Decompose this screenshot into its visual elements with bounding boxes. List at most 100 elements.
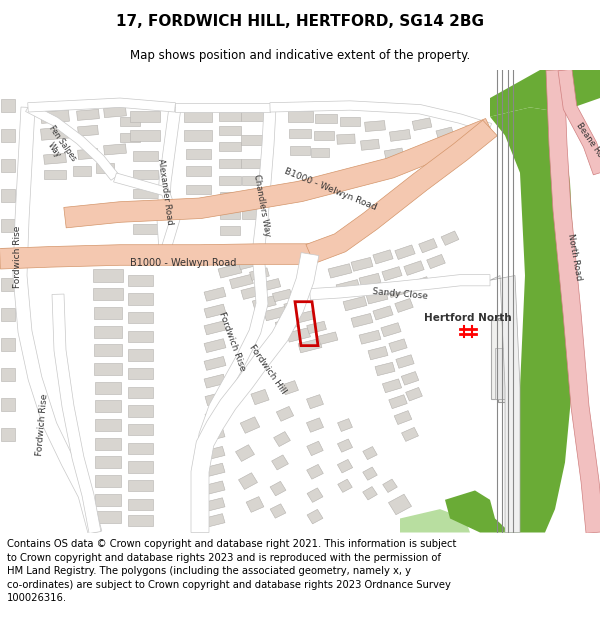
- Bar: [337, 459, 353, 473]
- Bar: [204, 356, 226, 371]
- Bar: [241, 285, 265, 299]
- Bar: [1, 219, 15, 232]
- Bar: [120, 132, 140, 142]
- Bar: [394, 411, 412, 424]
- Bar: [373, 250, 393, 264]
- Bar: [388, 284, 408, 298]
- Bar: [95, 419, 121, 431]
- Bar: [1, 99, 15, 112]
- Bar: [363, 446, 377, 459]
- Bar: [94, 363, 122, 375]
- Bar: [272, 455, 289, 470]
- Polygon shape: [200, 249, 258, 259]
- Bar: [128, 274, 152, 286]
- Bar: [128, 442, 152, 454]
- Bar: [128, 368, 152, 379]
- Bar: [457, 136, 473, 149]
- Bar: [77, 149, 98, 159]
- Bar: [375, 362, 395, 376]
- Bar: [1, 159, 15, 172]
- Bar: [363, 467, 377, 480]
- Bar: [336, 279, 360, 294]
- Bar: [337, 439, 353, 452]
- Bar: [287, 328, 310, 342]
- Polygon shape: [28, 98, 175, 112]
- Bar: [218, 264, 242, 278]
- Bar: [236, 445, 254, 461]
- Polygon shape: [490, 107, 575, 532]
- Bar: [44, 170, 66, 179]
- Bar: [41, 110, 70, 124]
- Bar: [359, 330, 381, 344]
- Bar: [94, 307, 122, 319]
- Bar: [184, 130, 212, 141]
- Polygon shape: [0, 244, 310, 269]
- Text: Fen Salpes
Way: Fen Salpes Way: [38, 124, 78, 169]
- Text: Alexander Road: Alexander Road: [156, 158, 174, 225]
- Bar: [389, 395, 407, 409]
- Bar: [373, 306, 393, 320]
- Bar: [1, 249, 15, 261]
- Bar: [307, 321, 326, 334]
- Bar: [133, 170, 157, 179]
- Bar: [343, 296, 367, 311]
- Bar: [128, 331, 152, 342]
- Polygon shape: [490, 276, 520, 532]
- Polygon shape: [445, 491, 510, 532]
- Polygon shape: [191, 253, 319, 532]
- Polygon shape: [194, 254, 268, 472]
- Bar: [128, 406, 152, 417]
- Bar: [395, 245, 415, 259]
- Bar: [133, 151, 157, 161]
- Bar: [382, 379, 401, 392]
- Bar: [230, 274, 253, 289]
- Bar: [219, 159, 241, 168]
- Bar: [307, 394, 323, 409]
- Polygon shape: [113, 173, 180, 254]
- Bar: [410, 277, 430, 291]
- Bar: [337, 134, 355, 144]
- Bar: [95, 511, 121, 522]
- Bar: [359, 273, 381, 287]
- Bar: [382, 267, 402, 281]
- Bar: [361, 139, 379, 150]
- Polygon shape: [490, 70, 600, 117]
- Bar: [284, 300, 304, 312]
- Bar: [93, 269, 123, 282]
- Polygon shape: [64, 119, 494, 228]
- Bar: [104, 106, 127, 118]
- Bar: [287, 111, 313, 123]
- Bar: [204, 288, 226, 301]
- Bar: [120, 117, 140, 126]
- Bar: [93, 288, 123, 301]
- Bar: [96, 163, 114, 172]
- Bar: [41, 127, 70, 140]
- Bar: [95, 382, 121, 394]
- Polygon shape: [26, 103, 119, 180]
- Bar: [73, 166, 91, 176]
- Bar: [1, 189, 15, 202]
- Bar: [95, 438, 121, 450]
- Bar: [351, 314, 373, 328]
- Bar: [77, 109, 100, 121]
- Bar: [241, 112, 263, 121]
- Bar: [498, 318, 516, 402]
- Bar: [185, 185, 211, 194]
- Bar: [1, 338, 15, 351]
- Bar: [264, 306, 287, 321]
- Bar: [246, 497, 264, 512]
- Bar: [368, 346, 388, 360]
- Text: Contains OS data © Crown copyright and database right 2021. This information is : Contains OS data © Crown copyright and d…: [7, 539, 457, 603]
- Bar: [94, 326, 122, 338]
- Bar: [130, 111, 160, 123]
- Bar: [242, 176, 262, 185]
- Bar: [338, 419, 352, 431]
- Text: Map shows position and indicative extent of the property.: Map shows position and indicative extent…: [130, 49, 470, 62]
- Polygon shape: [52, 294, 101, 534]
- Bar: [94, 344, 122, 356]
- Bar: [441, 231, 459, 246]
- Bar: [307, 418, 323, 432]
- Bar: [220, 192, 240, 202]
- Bar: [220, 209, 240, 219]
- Bar: [340, 117, 360, 126]
